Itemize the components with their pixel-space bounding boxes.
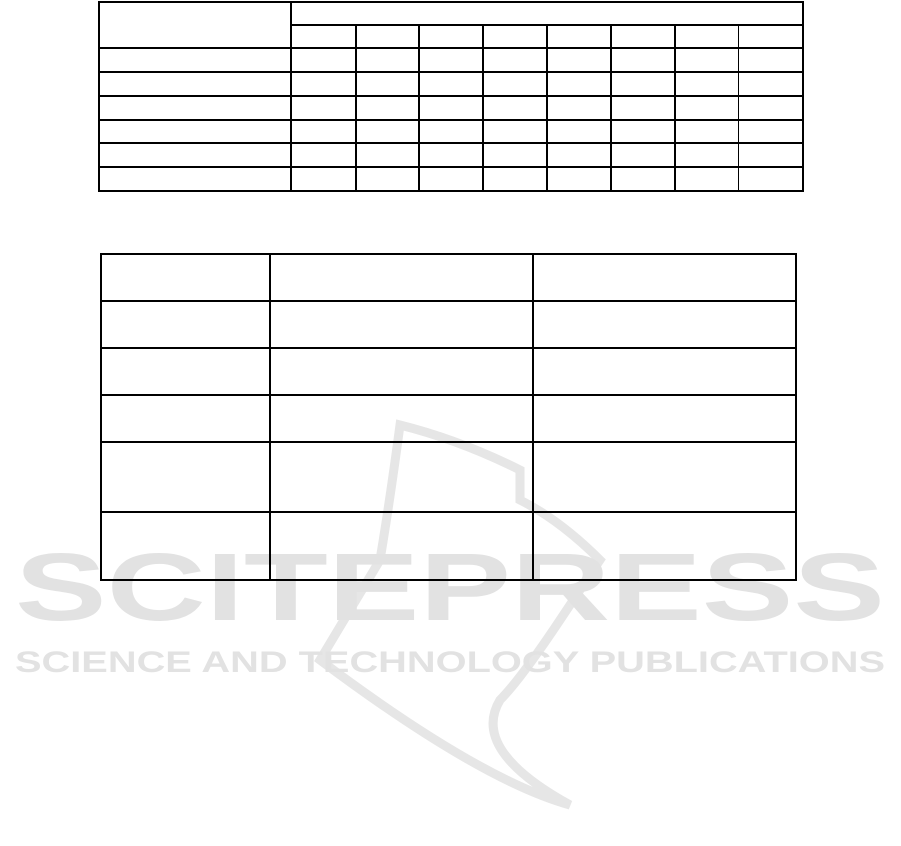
table-1-col-divider <box>482 24 484 190</box>
table-2-row-divider <box>100 394 795 396</box>
table-2-border-top <box>100 253 797 255</box>
table-2-border-bottom <box>100 579 797 581</box>
table-2-border-right <box>795 253 797 581</box>
table-1-row-divider <box>98 119 802 121</box>
watermark-logo-text: SCITEPRESS <box>15 534 885 641</box>
table-1-row-divider <box>98 166 802 168</box>
table-1-col-divider <box>738 24 739 190</box>
table-1-row-divider <box>98 71 802 73</box>
table-1-col-divider <box>355 24 357 190</box>
table-2-border-left <box>100 253 102 581</box>
table-2-row-divider <box>100 511 795 513</box>
table-1-col-divider <box>418 24 420 190</box>
table-1-col-divider <box>610 24 612 190</box>
book-logo-icon <box>314 419 606 810</box>
table-1-border-top <box>98 1 804 3</box>
table-1-row-divider <box>98 142 802 144</box>
table-1-col-divider <box>674 24 676 190</box>
table-2-col-divider <box>269 253 271 579</box>
table-2-row-divider <box>100 441 795 443</box>
table-2-row-divider <box>100 300 795 302</box>
table-1-border-right <box>802 1 804 192</box>
watermark-tagline: SCIENCE AND TECHNOLOGY PUBLICATIONS <box>15 646 885 679</box>
table-2-col-divider <box>532 253 534 579</box>
table-1-row-divider <box>98 47 802 49</box>
table-1-row-divider <box>98 95 802 97</box>
table-1-border-bottom <box>98 190 804 192</box>
table-1-col-divider <box>546 24 548 190</box>
table-2-row-divider <box>100 347 795 349</box>
